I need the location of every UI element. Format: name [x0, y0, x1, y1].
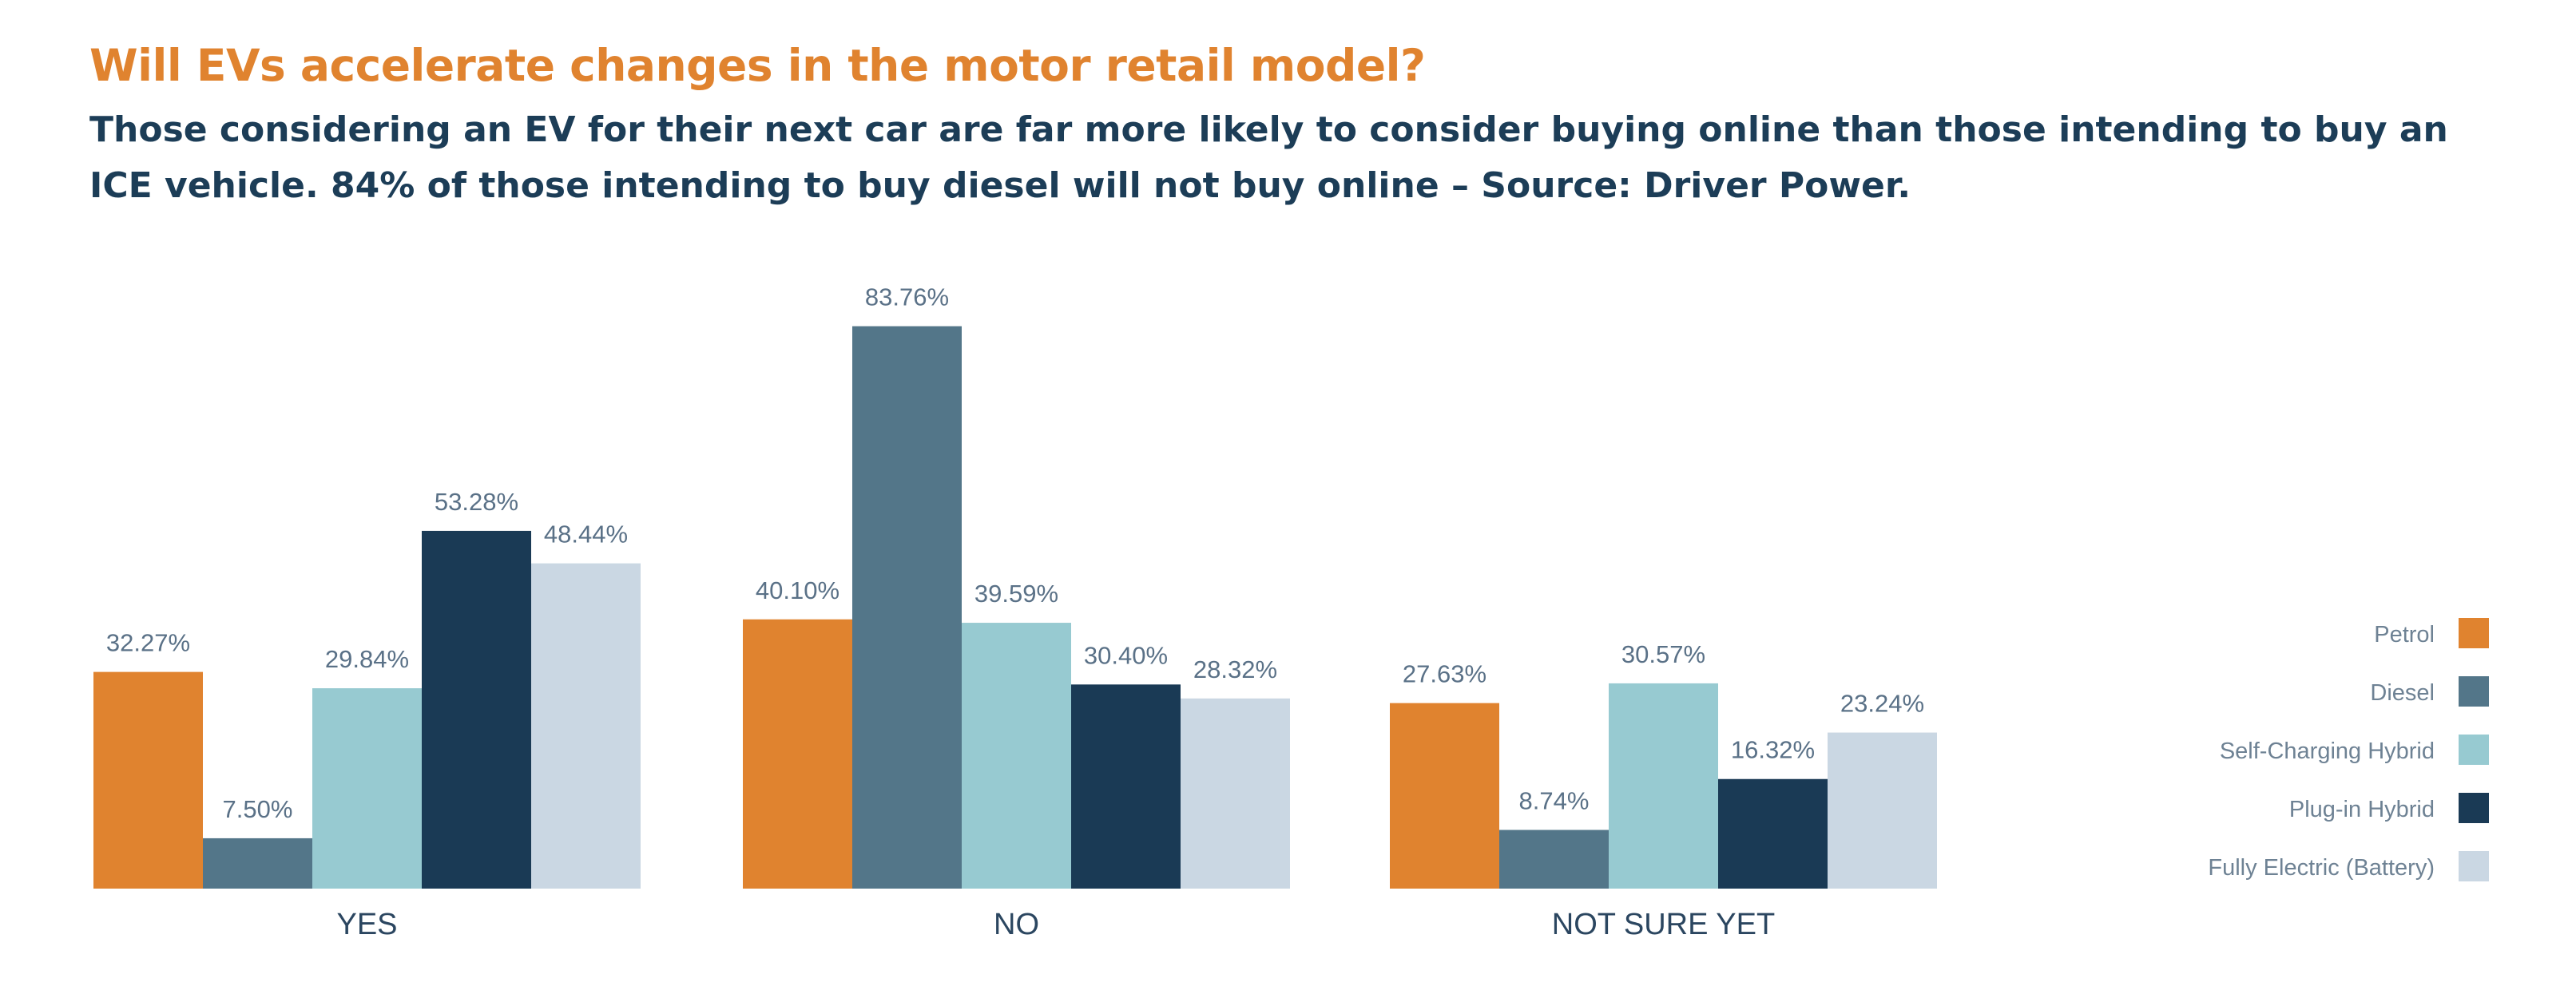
value-label-not-sure-yet-petrol: 27.63% [1403, 660, 1486, 688]
legend-item-diesel: Diesel [2370, 676, 2489, 707]
value-label-not-sure-yet-fully-electric-battery: 23.24% [1840, 690, 1924, 718]
legend-swatch [2459, 735, 2489, 765]
bar-yes-plug-in-hybrid [422, 530, 531, 889]
bar-no-self-charging-hybrid [962, 623, 1071, 889]
category-label-yes: YES [336, 908, 397, 941]
bar-yes-diesel [203, 838, 312, 889]
bar-no-plug-in-hybrid [1071, 684, 1181, 889]
bar-no-petrol [743, 619, 852, 889]
legend-item-plug-in-hybrid: Plug-in Hybrid [2289, 793, 2489, 823]
value-label-not-sure-yet-diesel: 8.74% [1519, 786, 1590, 814]
value-label-yes-diesel: 7.50% [223, 795, 293, 823]
category-labels-layer: YES NO NOT SURE YET [336, 908, 1775, 941]
bar-no-fully-electric-battery [1181, 698, 1290, 889]
bar-not-sure-yet-diesel [1499, 830, 1609, 889]
value-label-not-sure-yet-self-charging-hybrid: 30.57% [1621, 640, 1705, 668]
legend-swatch [2459, 676, 2489, 707]
value-label-yes-plug-in-hybrid: 53.28% [435, 488, 518, 516]
legend-swatch [2459, 793, 2489, 823]
value-label-no-petrol: 40.10% [756, 576, 839, 604]
bar-yes-fully-electric-battery [531, 563, 641, 889]
value-label-yes-petrol: 32.27% [106, 629, 190, 657]
legend-swatch [2459, 618, 2489, 648]
value-label-no-fully-electric-battery: 28.32% [1193, 655, 1277, 683]
legend-swatch [2459, 851, 2489, 881]
legend-item-petrol: Petrol [2374, 618, 2489, 648]
category-label-no: NO [994, 908, 1039, 941]
legend-label: Fully Electric (Battery) [2208, 855, 2435, 881]
value-labels-layer: 32.27% 7.50% 29.84% 53.28% 48.44% 40.10% 83.76… [106, 283, 1924, 823]
legend: Petrol Diesel Self-Charging Hybrid Plug-in … [2208, 618, 2489, 881]
value-label-no-diesel: 83.76% [865, 283, 949, 311]
legend-item-fully-electric-battery: Fully Electric (Battery) [2208, 851, 2489, 881]
bar-not-sure-yet-self-charging-hybrid [1609, 683, 1718, 889]
legend-label: Petrol [2374, 622, 2435, 647]
bar-yes-self-charging-hybrid [312, 688, 422, 889]
bar-not-sure-yet-fully-electric-battery [1828, 732, 1937, 889]
chart-subtitle: Those considering an EV for their next c… [89, 109, 2448, 206]
value-label-no-self-charging-hybrid: 39.59% [974, 580, 1058, 608]
bar-no-diesel [852, 326, 962, 889]
value-label-yes-fully-electric-battery: 48.44% [544, 521, 628, 548]
chart-title: Will EVs accelerate changes in the motor… [89, 40, 1426, 91]
value-label-not-sure-yet-plug-in-hybrid: 16.32% [1731, 736, 1815, 764]
legend-label: Self-Charging Hybrid [2220, 739, 2435, 764]
category-label-not-sure-yet: NOT SURE YET [1552, 908, 1775, 941]
legend-item-self-charging-hybrid: Self-Charging Hybrid [2220, 735, 2489, 765]
bars-layer [93, 326, 1937, 889]
legend-label: Diesel [2370, 680, 2435, 706]
bar-not-sure-yet-plug-in-hybrid [1718, 778, 1828, 889]
value-label-yes-self-charging-hybrid: 29.84% [325, 645, 409, 673]
value-label-no-plug-in-hybrid: 30.40% [1084, 641, 1168, 669]
bar-yes-petrol [93, 671, 203, 889]
legend-label: Plug-in Hybrid [2289, 797, 2435, 822]
bar-not-sure-yet-petrol [1390, 703, 1499, 889]
